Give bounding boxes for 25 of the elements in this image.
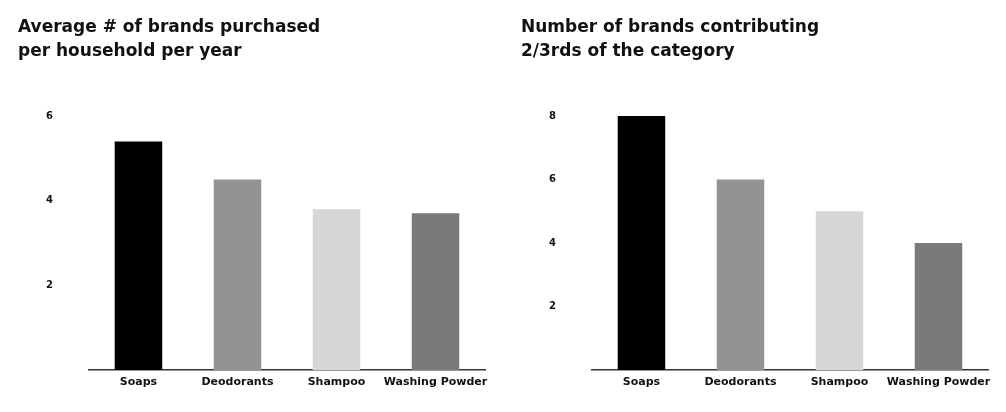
- x-tick-label: Shampoo: [307, 375, 366, 389]
- x-tick-label: Deodorants: [704, 375, 777, 389]
- x-tick-label: Soaps: [622, 375, 661, 389]
- y-tick-label: 4: [45, 194, 53, 206]
- bar: [411, 213, 460, 370]
- x-tick-label: Soaps: [119, 375, 158, 389]
- y-tick-label: 8: [548, 109, 556, 121]
- bar: [312, 209, 361, 370]
- chart-title: Average # of brands purchased per household per year: [18, 15, 321, 62]
- x-tick-label: Shampoo: [810, 375, 869, 389]
- y-tick-label: 6: [45, 109, 53, 121]
- bar: [213, 179, 262, 370]
- x-tick-label: Deodorants: [201, 375, 274, 389]
- x-tick-label: Washing Powder: [383, 375, 488, 389]
- bar: [815, 211, 864, 370]
- y-tick-label: 2: [548, 300, 556, 312]
- bar: [114, 141, 163, 370]
- chart-title: Number of brands contributing 2/3rds of the category: [521, 15, 820, 62]
- bar: [716, 179, 765, 370]
- bar: [914, 243, 963, 370]
- bar: [617, 116, 666, 370]
- y-tick-label: 4: [548, 236, 556, 248]
- y-tick-label: 6: [548, 173, 556, 185]
- y-tick-label: 2: [45, 278, 53, 290]
- x-tick-label: Washing Powder: [886, 375, 991, 389]
